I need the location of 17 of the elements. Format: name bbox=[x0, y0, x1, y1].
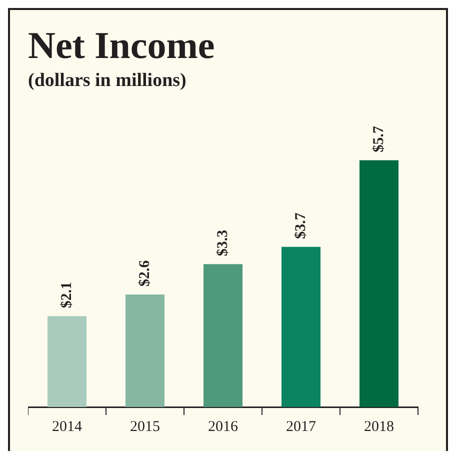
x-tick-label: 2015 bbox=[130, 418, 160, 435]
chart-subtitle: (dollars in millions) bbox=[28, 70, 188, 92]
bar bbox=[48, 316, 86, 407]
data-label: $3.7 bbox=[292, 212, 309, 239]
bar bbox=[126, 294, 164, 407]
data-label: $3.3 bbox=[214, 230, 231, 256]
bar bbox=[282, 246, 320, 407]
chart-title: Net Income bbox=[28, 25, 216, 67]
data-label: $2.6 bbox=[136, 260, 153, 286]
data-label: $5.7 bbox=[370, 126, 387, 152]
x-tick-label: 2018 bbox=[364, 418, 394, 435]
x-tick-label: 2014 bbox=[52, 418, 82, 435]
bar bbox=[360, 160, 398, 407]
bar bbox=[204, 264, 242, 407]
x-tick-label: 2016 bbox=[208, 418, 238, 435]
data-label: $2.1 bbox=[58, 282, 75, 308]
x-tick-label: 2017 bbox=[286, 418, 316, 435]
